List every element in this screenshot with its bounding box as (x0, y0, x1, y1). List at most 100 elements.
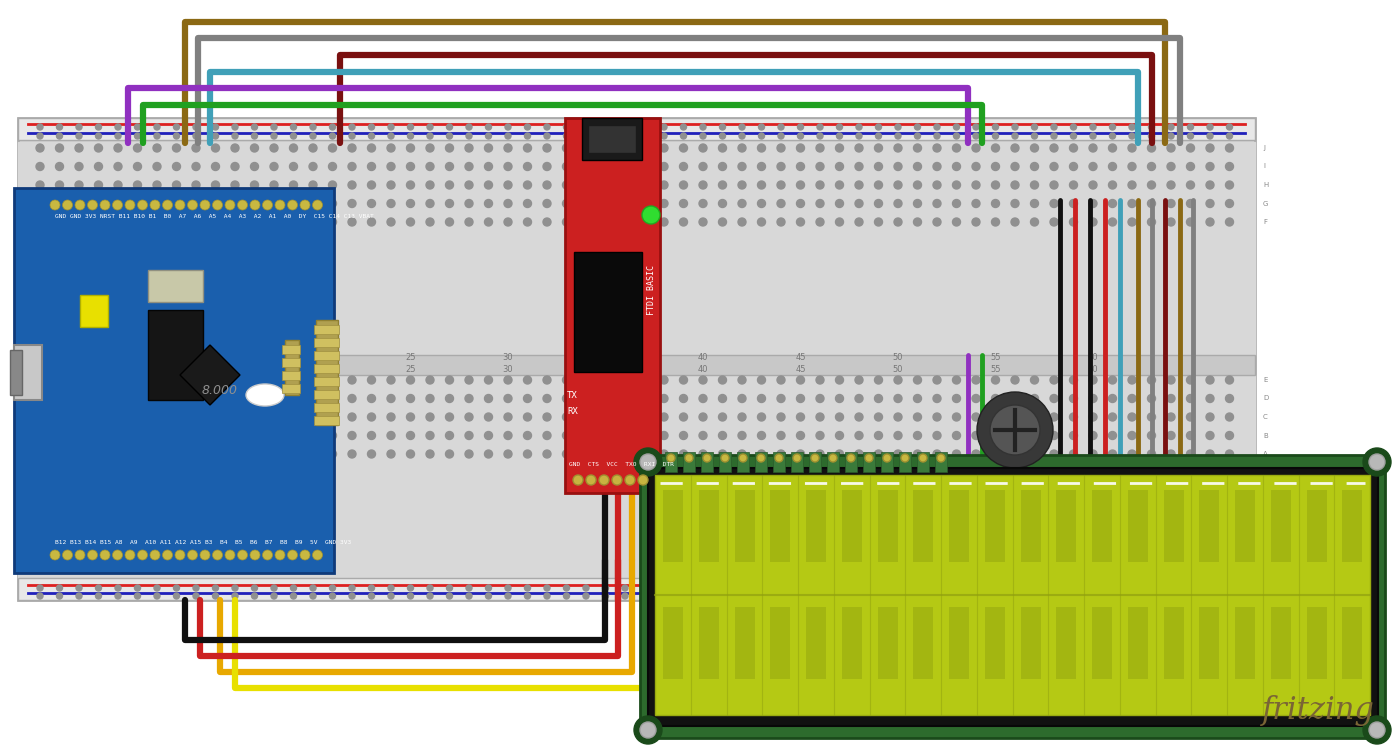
Circle shape (407, 124, 413, 130)
Circle shape (1225, 394, 1233, 403)
Circle shape (213, 585, 218, 591)
Circle shape (154, 133, 160, 139)
Circle shape (991, 218, 1000, 226)
Circle shape (174, 585, 179, 591)
Circle shape (991, 413, 1000, 421)
Circle shape (137, 550, 147, 560)
Circle shape (1070, 199, 1078, 208)
Circle shape (991, 163, 1000, 170)
Circle shape (1070, 432, 1078, 439)
Circle shape (36, 133, 43, 139)
Circle shape (700, 585, 706, 591)
Circle shape (524, 413, 532, 421)
Circle shape (504, 394, 512, 403)
Circle shape (875, 413, 882, 421)
Bar (806, 490, 826, 562)
Circle shape (1187, 593, 1193, 599)
Circle shape (913, 376, 921, 384)
Circle shape (272, 133, 277, 139)
Circle shape (213, 124, 218, 130)
Circle shape (349, 181, 356, 189)
Circle shape (816, 376, 825, 384)
Bar (770, 607, 790, 679)
Circle shape (445, 199, 454, 208)
Circle shape (1071, 593, 1077, 599)
Circle shape (703, 454, 711, 462)
Bar (878, 490, 897, 562)
Circle shape (388, 585, 393, 591)
Circle shape (1205, 376, 1214, 384)
Circle shape (349, 144, 356, 152)
Circle shape (368, 124, 375, 130)
Circle shape (1089, 394, 1098, 403)
Bar (913, 607, 934, 679)
Circle shape (1050, 144, 1058, 152)
Circle shape (1050, 199, 1058, 208)
Circle shape (622, 163, 629, 170)
Circle shape (1187, 432, 1194, 439)
Circle shape (406, 432, 414, 439)
Bar (1021, 490, 1040, 562)
Circle shape (76, 593, 83, 599)
Circle shape (200, 200, 210, 210)
Circle shape (133, 432, 141, 439)
Circle shape (738, 450, 746, 458)
Circle shape (175, 200, 185, 210)
Circle shape (953, 585, 959, 591)
Bar (878, 607, 897, 679)
Circle shape (1109, 593, 1116, 599)
Circle shape (914, 593, 921, 599)
Circle shape (192, 394, 200, 403)
Circle shape (1109, 218, 1117, 226)
Circle shape (113, 218, 122, 226)
Circle shape (36, 376, 43, 384)
Circle shape (602, 585, 609, 591)
Circle shape (312, 550, 322, 560)
Circle shape (287, 200, 297, 210)
Circle shape (641, 394, 648, 403)
Circle shape (95, 218, 102, 226)
Circle shape (309, 413, 316, 421)
Circle shape (895, 163, 902, 170)
Circle shape (643, 206, 659, 224)
Circle shape (486, 585, 491, 591)
Circle shape (150, 550, 160, 560)
Circle shape (95, 585, 101, 591)
Circle shape (875, 199, 882, 208)
Circle shape (504, 144, 512, 152)
Circle shape (1070, 376, 1078, 384)
Circle shape (836, 394, 843, 403)
Circle shape (1128, 124, 1135, 130)
Circle shape (1128, 376, 1135, 384)
Circle shape (855, 163, 862, 170)
Circle shape (1011, 432, 1019, 439)
Circle shape (798, 593, 804, 599)
Circle shape (1128, 432, 1135, 439)
Circle shape (192, 432, 200, 439)
Circle shape (309, 199, 316, 208)
Circle shape (622, 376, 629, 384)
Circle shape (659, 394, 668, 403)
Circle shape (504, 432, 512, 439)
Text: fritzing: fritzing (1263, 695, 1375, 725)
Circle shape (1109, 450, 1117, 458)
Circle shape (718, 376, 727, 384)
Circle shape (1030, 432, 1039, 439)
Text: 15: 15 (210, 365, 221, 374)
Circle shape (778, 133, 784, 139)
Circle shape (991, 144, 1000, 152)
Circle shape (816, 432, 825, 439)
Circle shape (95, 394, 102, 403)
Circle shape (36, 394, 43, 403)
Circle shape (952, 199, 960, 208)
Circle shape (192, 163, 200, 170)
Circle shape (855, 133, 862, 139)
Circle shape (836, 432, 843, 439)
Circle shape (1168, 124, 1175, 130)
Circle shape (895, 450, 902, 458)
Circle shape (153, 394, 161, 403)
Circle shape (115, 133, 120, 139)
Circle shape (263, 200, 273, 210)
Circle shape (113, 413, 122, 421)
Circle shape (36, 585, 43, 591)
